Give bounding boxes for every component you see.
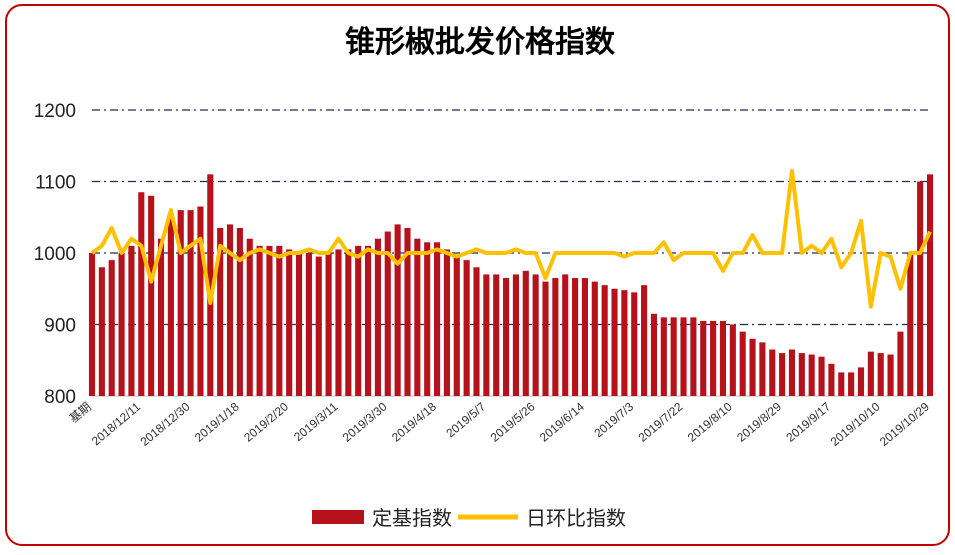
bar: [562, 274, 569, 396]
chart-title: 锥形椒批发价格指数: [345, 26, 616, 59]
bar: [197, 206, 204, 396]
bar: [542, 281, 549, 396]
bar: [295, 253, 303, 396]
bar: [621, 290, 628, 396]
bar: [355, 245, 362, 396]
bar: [473, 267, 480, 396]
bar: [305, 253, 312, 396]
bar: [926, 174, 934, 396]
bar: [808, 354, 815, 396]
bar: [631, 292, 638, 396]
bar: [749, 338, 756, 396]
bar: [591, 281, 598, 396]
bar: [719, 320, 727, 396]
bar: [148, 195, 155, 396]
bar: [818, 356, 825, 396]
bar: [256, 245, 263, 396]
bar: [325, 253, 332, 396]
bar: [798, 353, 805, 396]
bar: [710, 320, 717, 396]
bar: [483, 274, 490, 396]
bar: [601, 285, 608, 396]
bar: [286, 249, 293, 396]
bar: [177, 210, 184, 396]
bar: [394, 224, 401, 396]
bar: [857, 367, 865, 396]
bar: [157, 238, 165, 396]
y-tick-label: 1000: [34, 244, 76, 265]
bar: [680, 317, 687, 396]
bar: [414, 238, 421, 396]
bar: [128, 245, 135, 396]
bar: [226, 224, 234, 396]
bar: [512, 274, 519, 396]
bar: [759, 342, 766, 396]
bar: [828, 363, 835, 396]
bar: [138, 192, 145, 396]
bar: [867, 351, 874, 396]
bar: [641, 285, 648, 396]
bar: [88, 253, 96, 396]
bar: [729, 324, 736, 396]
bar: [522, 270, 529, 396]
bar: [434, 242, 441, 396]
bar: [838, 372, 845, 396]
bar: [739, 331, 746, 396]
y-tick-label: 1200: [34, 101, 76, 122]
bar: [236, 227, 243, 396]
bar: [246, 238, 253, 396]
bar: [581, 278, 588, 396]
bar: [276, 245, 283, 396]
bar: [108, 260, 115, 396]
bar: [384, 231, 391, 396]
bar: [532, 274, 539, 396]
bar: [424, 242, 431, 396]
bar: [493, 274, 500, 396]
legend-label: 定基指数: [372, 507, 452, 530]
bar: [374, 238, 381, 396]
bar: [207, 174, 214, 396]
bar: [907, 253, 914, 396]
line: [90, 168, 932, 309]
bar: [345, 249, 352, 396]
bar: [897, 331, 904, 396]
bar: [404, 227, 411, 396]
bar: [315, 256, 322, 396]
bar: [364, 245, 372, 396]
y-tick-label: 900: [44, 316, 76, 337]
bar: [670, 317, 677, 396]
bar: [917, 181, 924, 396]
bar: [266, 245, 273, 396]
bar: [660, 317, 667, 396]
bar: [650, 313, 658, 396]
bar: [167, 213, 174, 396]
bar: [779, 353, 786, 396]
bar: [552, 278, 559, 396]
legend-label: 日环比指数: [526, 507, 626, 530]
bar: [443, 249, 450, 396]
bar: [690, 317, 697, 396]
bar: [572, 278, 579, 396]
y-tick-label: 1100: [35, 173, 76, 194]
bar: [788, 349, 796, 396]
bar: [118, 253, 125, 396]
bar: [217, 227, 224, 396]
bar: [848, 372, 855, 396]
bar: [700, 320, 707, 396]
bar: [503, 278, 510, 396]
bar: [611, 288, 618, 396]
bar: [887, 354, 894, 396]
bar: [463, 260, 470, 396]
bar: [769, 349, 776, 396]
bar: [98, 267, 105, 396]
y-tick-label: 800: [44, 387, 76, 408]
bar: [187, 210, 194, 396]
bar: [453, 256, 460, 396]
legend-swatch: [312, 510, 364, 524]
bar: [335, 249, 342, 396]
bar: [877, 353, 884, 396]
